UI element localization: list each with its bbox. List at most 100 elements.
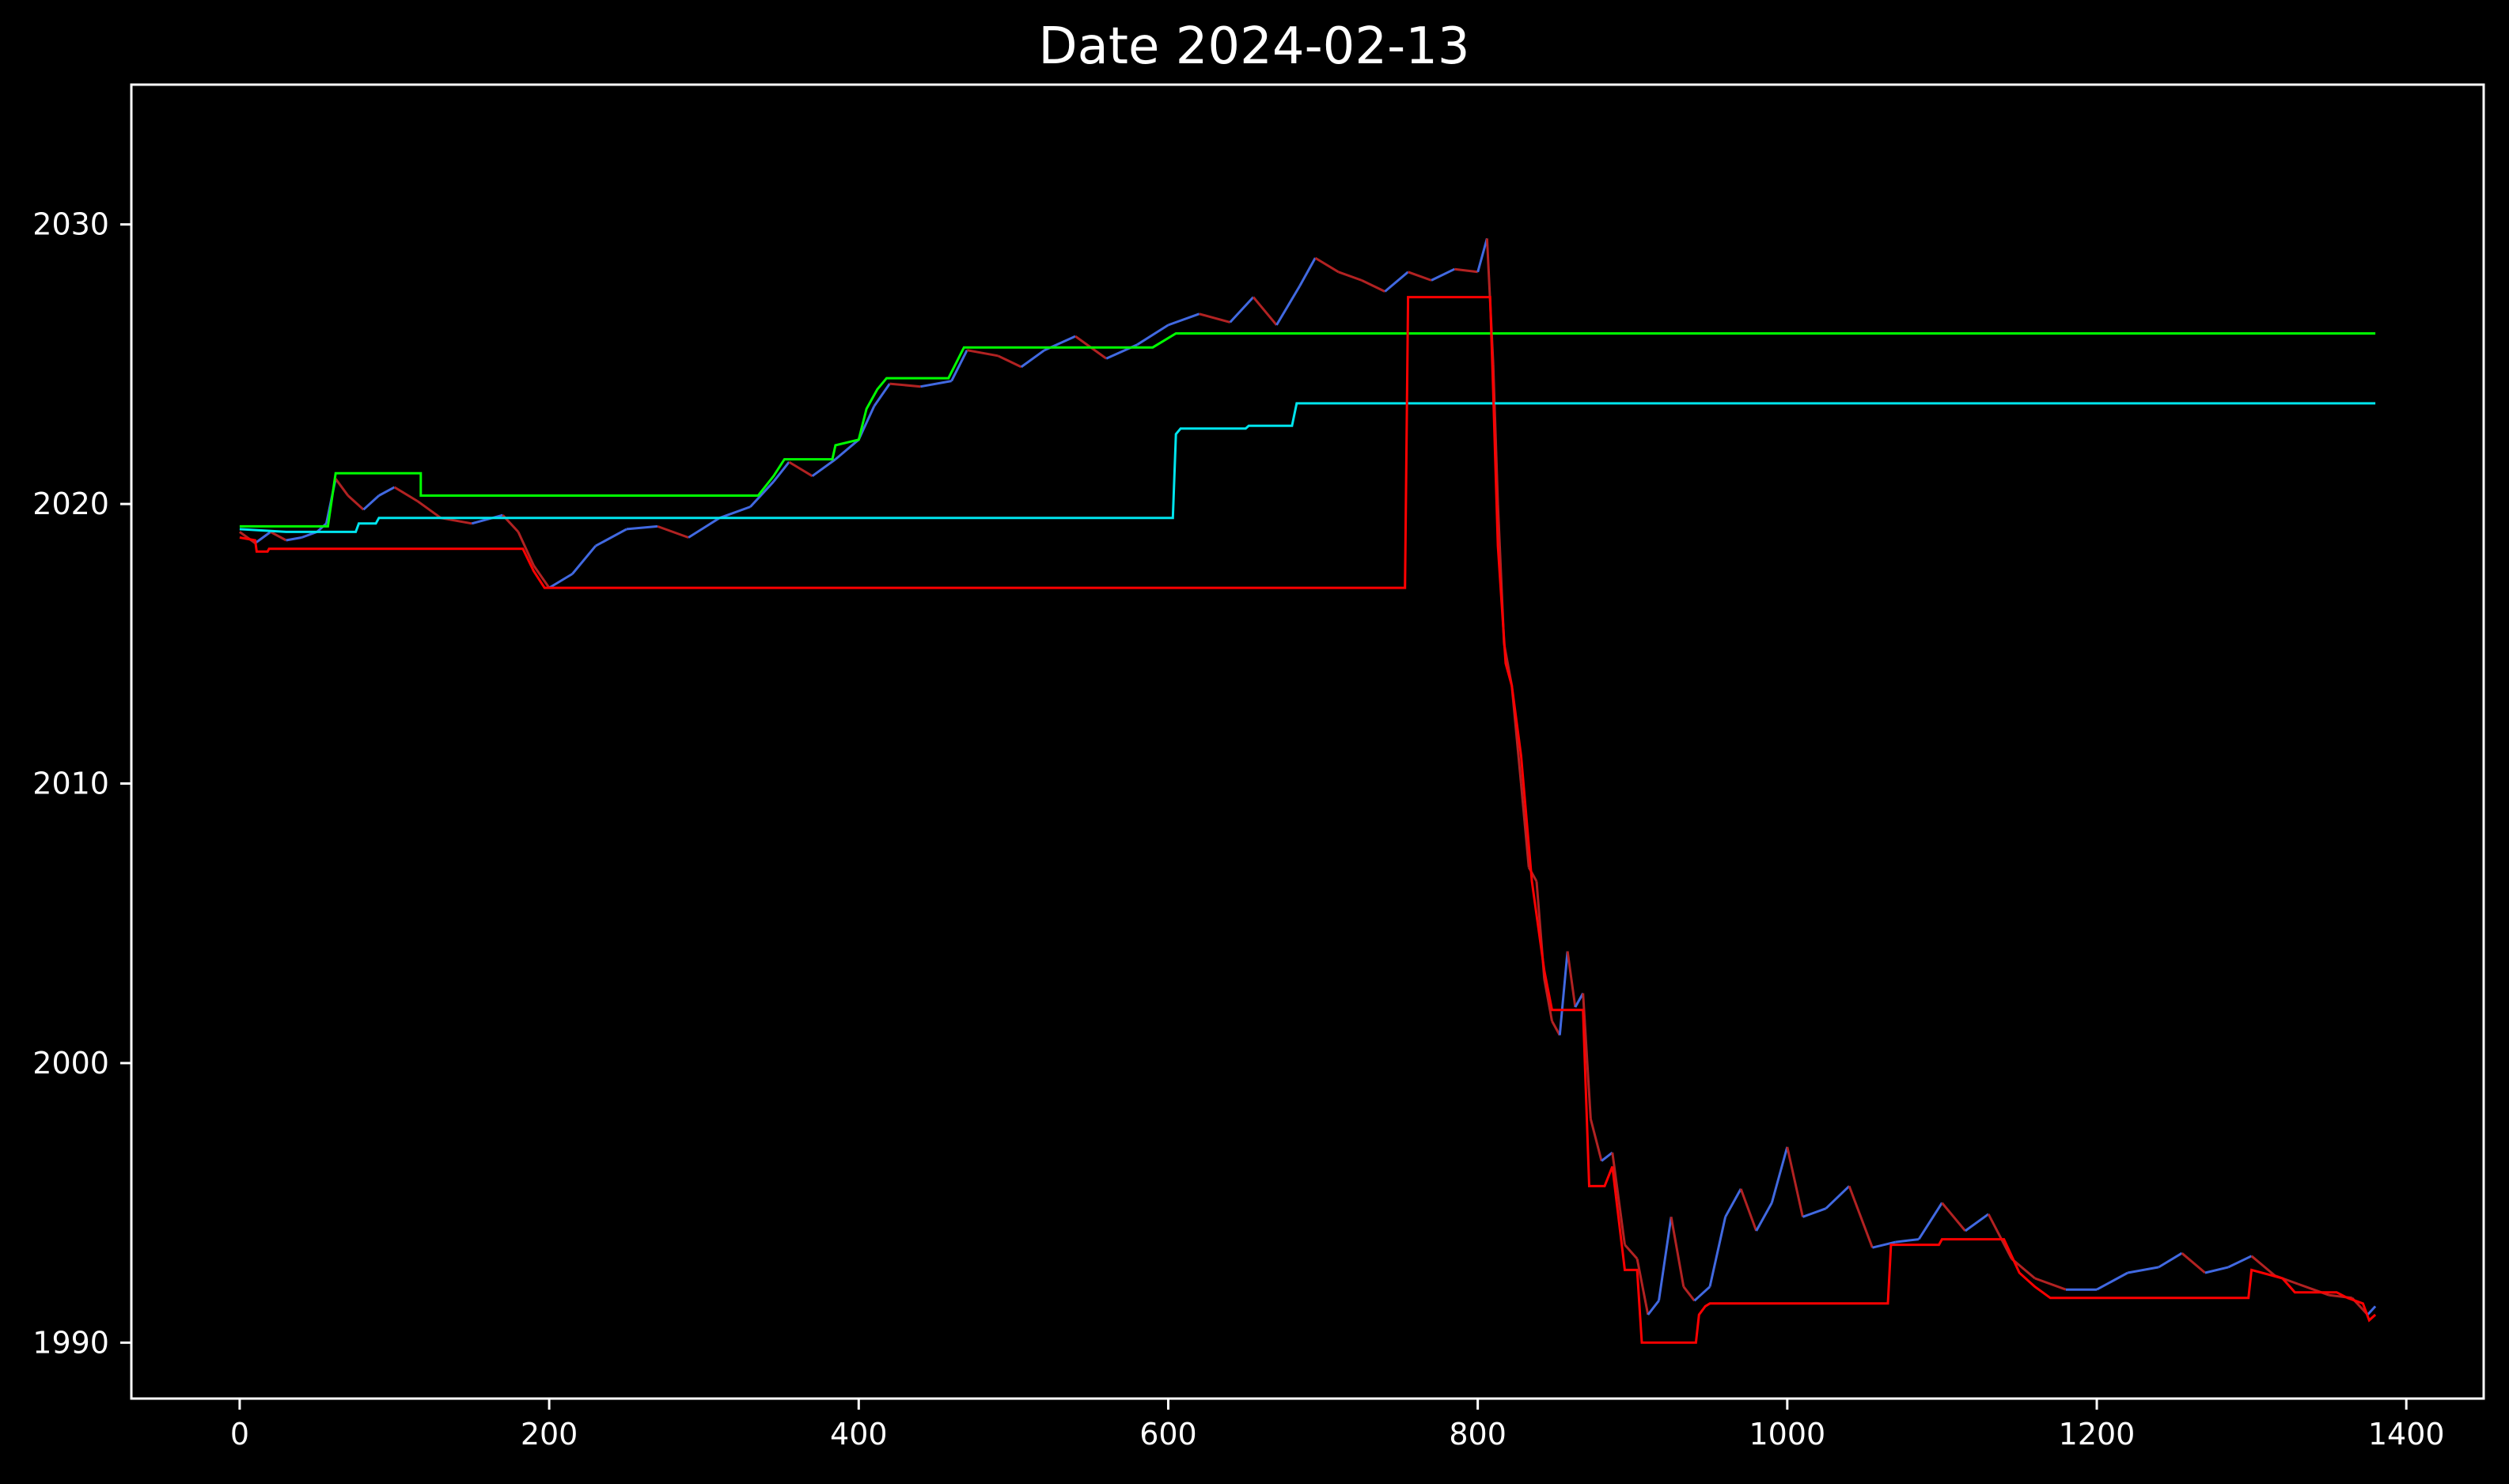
series-price-segment <box>1361 279 1385 293</box>
series-price-segment <box>1624 1244 1639 1260</box>
series-price-segment <box>966 349 999 358</box>
series-price-segment <box>393 486 419 502</box>
y-tick-label: 2020 <box>32 486 109 521</box>
series-price-segment <box>2158 1251 2183 1269</box>
series-price-segment <box>2034 1277 2067 1291</box>
series-price-segment <box>1724 1188 1742 1218</box>
series-price-segment <box>1589 1119 1603 1161</box>
series-price-segment <box>1229 296 1255 324</box>
series-price-segment <box>889 382 921 388</box>
y-tick-label: 2000 <box>32 1046 109 1081</box>
series-middle-line <box>239 402 2376 533</box>
series-price-segment <box>1670 1217 1685 1287</box>
series-price-segment <box>1755 1202 1773 1232</box>
series-price-segment <box>1770 1146 1789 1203</box>
series-price-segment <box>1574 992 1585 1008</box>
series-price-segment <box>1252 296 1278 326</box>
series-price-segment <box>239 531 256 544</box>
y-tick-label: 2030 <box>32 207 109 242</box>
series-price-segment <box>362 494 380 511</box>
series-price-segment <box>2204 1266 2229 1274</box>
x-tick-label: 0 <box>230 1417 249 1452</box>
series-price-segment <box>1802 1207 1827 1218</box>
series-price-segment <box>1314 256 1340 274</box>
series-price-segment <box>286 536 302 542</box>
series-price-segment <box>1408 271 1432 282</box>
series-price-segment <box>1601 1151 1613 1162</box>
x-tick-label: 400 <box>830 1417 888 1452</box>
series-price-segment <box>378 486 396 497</box>
series-price-segment <box>1199 312 1231 324</box>
plot-frame <box>130 83 2485 1400</box>
series-price-segment <box>1872 1240 1897 1249</box>
series-price-segment <box>1551 1020 1561 1036</box>
x-tick-label: 600 <box>1139 1417 1197 1452</box>
series-price-segment <box>1566 951 1577 1008</box>
series-price-segment <box>1739 1188 1758 1232</box>
series-price-segment <box>595 528 627 547</box>
series-price-segment <box>548 573 574 589</box>
series-price-segment <box>1476 238 1488 273</box>
series-price-segment <box>1825 1185 1851 1210</box>
series-price-segment <box>1964 1213 1989 1232</box>
series-price-segment <box>1298 257 1317 287</box>
series-price-segment <box>1543 979 1553 1022</box>
x-tick-label: 1200 <box>2059 1417 2136 1452</box>
series-price-segment <box>1167 312 1200 327</box>
series-price-segment <box>788 460 813 478</box>
series-price-segment <box>1693 1285 1711 1302</box>
series-price-segment <box>2181 1252 2206 1274</box>
series-price-segment <box>2367 1305 2377 1316</box>
chart-title: Date 2024-02-13 <box>1038 17 1469 76</box>
series-price-segment <box>1275 285 1301 326</box>
y-tick-label: 1990 <box>32 1325 109 1360</box>
series-price-segment <box>316 522 328 533</box>
series-price-segment <box>1917 1202 1943 1240</box>
series-price-segment <box>532 565 551 589</box>
series-price-segment <box>1708 1216 1727 1287</box>
series-price-segment <box>517 531 535 566</box>
x-tick-label: 1000 <box>1749 1417 1825 1452</box>
series-price-segment <box>1338 271 1363 282</box>
x-tick-label: 1400 <box>2368 1417 2445 1452</box>
x-tick-label: 200 <box>521 1417 578 1452</box>
series-price-segment <box>1848 1185 1874 1248</box>
series-price-segment <box>1020 349 1045 369</box>
series-price-segment <box>718 505 751 520</box>
series-price-segment <box>347 494 365 511</box>
series-price-segment <box>1658 1217 1673 1301</box>
series-price-segment <box>1786 1146 1804 1217</box>
series-price-segment <box>1987 1213 2013 1259</box>
series-price-segment <box>1384 271 1409 293</box>
series-price-segment <box>1647 1300 1660 1316</box>
series-price-segment <box>920 380 952 388</box>
axis-layer: 0 200 400 600 800 1000 1200 1400 1990 2000 2010 202… <box>32 207 2444 1452</box>
series-price-segment <box>2127 1266 2159 1274</box>
series-price-segment <box>1519 783 1530 868</box>
series-price-segment <box>270 531 287 542</box>
series-price-segment <box>334 478 350 497</box>
series-price-segment <box>772 461 790 483</box>
series-price-segment <box>471 513 503 525</box>
series-price-segment <box>688 517 721 539</box>
series-price-segment <box>2227 1255 2253 1269</box>
series-price-segment <box>416 500 442 520</box>
series-price-segment <box>2250 1255 2276 1277</box>
series-price-segment <box>1611 1152 1626 1245</box>
series-upper-line <box>239 332 2376 528</box>
series-price-segment <box>950 350 968 382</box>
series-price-segment <box>749 480 775 508</box>
series-price-segment <box>254 531 271 544</box>
series-price-segment <box>1558 951 1569 1035</box>
series-price-segment <box>873 383 891 407</box>
series-price-segment <box>1895 1238 1920 1244</box>
series-price-segment <box>834 438 860 460</box>
series-price-segment <box>657 524 689 539</box>
series-price-segment <box>1635 1259 1650 1316</box>
series-price-segment <box>997 354 1022 369</box>
series-lower-line <box>239 296 2377 1344</box>
series-price-segment <box>1941 1202 1966 1232</box>
